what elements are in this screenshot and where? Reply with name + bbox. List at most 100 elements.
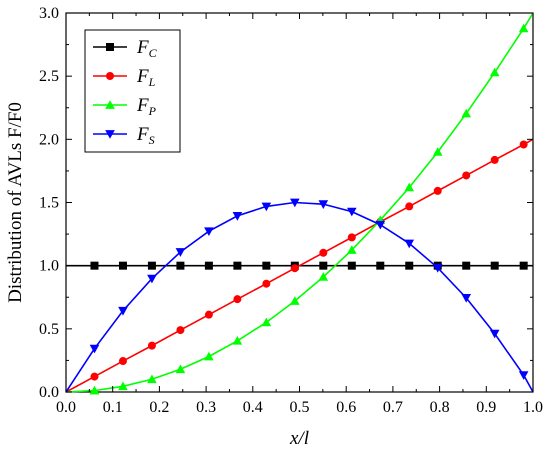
data-point bbox=[489, 329, 500, 339]
data-point bbox=[347, 261, 356, 270]
data-point bbox=[89, 344, 100, 354]
data-point bbox=[461, 294, 472, 303]
x-tick-label: 0.0 bbox=[56, 399, 76, 416]
data-point bbox=[376, 261, 385, 270]
series-fc bbox=[66, 261, 533, 270]
data-point bbox=[347, 233, 356, 242]
data-point bbox=[147, 374, 157, 384]
legend-marker bbox=[105, 130, 115, 139]
data-point bbox=[175, 364, 186, 374]
x-tick-label: 0.8 bbox=[430, 399, 450, 416]
x-tick-label: 0.4 bbox=[243, 399, 263, 416]
data-point bbox=[318, 272, 329, 281]
data-point bbox=[461, 108, 472, 118]
x-tick-label: 0.1 bbox=[103, 399, 123, 416]
data-point bbox=[232, 336, 243, 345]
data-point bbox=[319, 261, 328, 270]
series-line bbox=[65, 12, 534, 393]
data-point bbox=[290, 296, 300, 305]
x-tick-label: 0.6 bbox=[336, 399, 356, 416]
legend-item: FC bbox=[93, 37, 158, 60]
data-point bbox=[118, 357, 127, 366]
data-point bbox=[90, 372, 99, 381]
data-point bbox=[262, 279, 271, 288]
data-point bbox=[462, 261, 471, 270]
data-point bbox=[176, 326, 185, 335]
data-point bbox=[89, 385, 100, 395]
series-line bbox=[65, 201, 534, 393]
data-point bbox=[176, 261, 185, 270]
data-point bbox=[147, 341, 156, 350]
data-point bbox=[347, 245, 357, 254]
y-tick-label: 2.0 bbox=[39, 131, 59, 148]
x-tick-label: 0.3 bbox=[196, 399, 216, 416]
data-point bbox=[204, 227, 214, 236]
data-point bbox=[175, 248, 186, 257]
data-point bbox=[405, 261, 414, 270]
data-point bbox=[290, 198, 300, 208]
legend-box bbox=[84, 29, 181, 153]
data-point bbox=[290, 264, 299, 273]
data-point bbox=[261, 317, 272, 327]
data-point bbox=[147, 274, 157, 284]
data-point bbox=[432, 263, 443, 273]
legend-label: FC bbox=[136, 37, 158, 60]
data-point bbox=[118, 261, 127, 270]
x-tick-label: 1.0 bbox=[523, 399, 543, 416]
legend-marker bbox=[105, 100, 115, 109]
data-point bbox=[90, 261, 99, 270]
y-tick-label: 0.0 bbox=[39, 384, 59, 401]
data-point bbox=[262, 261, 271, 270]
y-tick-label: 0.5 bbox=[39, 321, 59, 338]
y-tick-label: 3.0 bbox=[39, 5, 59, 22]
data-point bbox=[261, 202, 272, 212]
data-point bbox=[490, 261, 499, 270]
data-point bbox=[519, 261, 528, 270]
data-point bbox=[204, 310, 213, 319]
data-point bbox=[490, 155, 499, 164]
y-axis: 0.0 0.5 1.0 1.5 2.0 2.5 3.0 bbox=[39, 5, 533, 401]
data-point bbox=[405, 202, 414, 211]
data-point bbox=[404, 182, 415, 192]
data-point bbox=[233, 261, 242, 270]
x-tick-label: 0.5 bbox=[290, 399, 310, 416]
legend-label: FS bbox=[136, 124, 155, 147]
y-axis-label: Distribution of AVLs F/F0 bbox=[5, 102, 26, 303]
data-point bbox=[319, 248, 328, 257]
plot-area bbox=[65, 12, 534, 395]
legend-item: FS bbox=[93, 124, 155, 147]
series-fl bbox=[65, 138, 534, 393]
y-tick-label: 2.5 bbox=[39, 68, 59, 85]
legend-label: FL bbox=[136, 66, 156, 89]
x-tick-label: 0.7 bbox=[383, 399, 403, 416]
data-point bbox=[233, 295, 242, 304]
data-point bbox=[433, 186, 442, 195]
y-tick-label: 1.0 bbox=[39, 258, 59, 275]
data-point bbox=[519, 140, 528, 149]
data-point bbox=[118, 306, 128, 316]
data-point bbox=[375, 220, 386, 230]
data-point bbox=[204, 351, 214, 361]
legend-item: FP bbox=[93, 95, 157, 118]
x-tick-label: 0.2 bbox=[149, 399, 169, 416]
data-point bbox=[232, 212, 243, 221]
data-point bbox=[318, 200, 329, 209]
data-point bbox=[118, 381, 128, 391]
x-axis-label: x/l bbox=[289, 428, 309, 449]
data-point bbox=[147, 261, 156, 270]
legend-marker bbox=[106, 72, 114, 80]
x-axis: 0.0 0.1 0.2 0.3 0.4 0.5 0.6 0.7 0.8 0.9 1.0 bbox=[56, 13, 543, 416]
legend-marker bbox=[106, 43, 114, 51]
data-point bbox=[518, 371, 529, 380]
y-tick-label: 1.5 bbox=[39, 195, 59, 212]
series-fs bbox=[65, 198, 534, 393]
x-tick-label: 0.9 bbox=[476, 399, 496, 416]
legend-item: FL bbox=[93, 66, 156, 89]
data-point bbox=[518, 23, 529, 33]
data-point bbox=[347, 207, 357, 217]
data-point bbox=[489, 67, 500, 77]
data-point bbox=[432, 147, 443, 156]
legend: FC FL FP FS bbox=[84, 29, 181, 153]
data-point bbox=[404, 239, 415, 249]
